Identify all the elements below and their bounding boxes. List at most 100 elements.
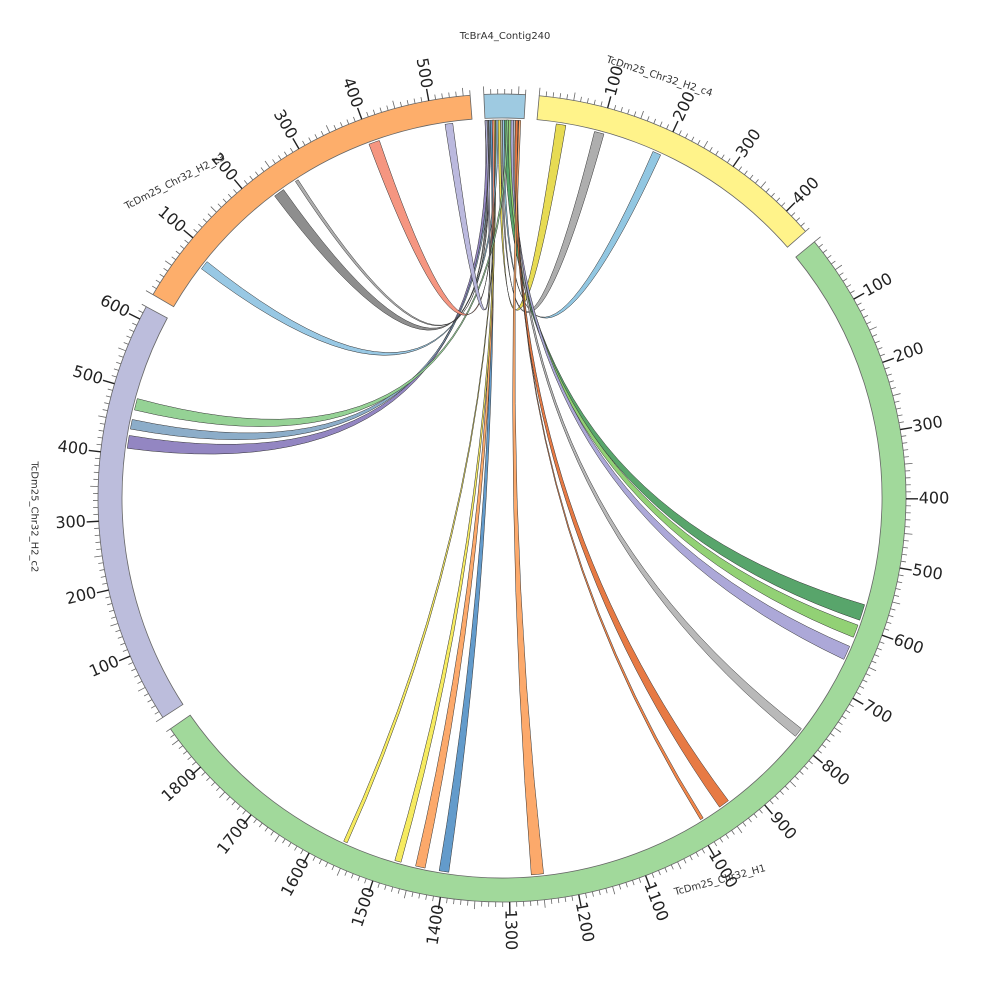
- tick-label: 300: [55, 511, 87, 532]
- minor-tick: [600, 101, 603, 107]
- minor-tick: [260, 167, 265, 172]
- minor-tick: [874, 654, 880, 657]
- major-tick: [356, 107, 363, 120]
- minor-tick: [776, 197, 781, 202]
- minor-tick: [725, 834, 729, 839]
- minor-tick: [264, 160, 270, 168]
- major-tick: [183, 229, 194, 239]
- link-19: [295, 119, 490, 327]
- minor-tick: [781, 202, 786, 207]
- minor-tick: [217, 203, 222, 208]
- minor-tick: [874, 340, 880, 344]
- tick-label: 1300: [501, 909, 521, 950]
- minor-tick: [96, 443, 102, 446]
- minor-tick: [122, 649, 128, 652]
- minor-tick: [670, 864, 674, 870]
- minor-tick: [784, 785, 789, 791]
- minor-tick: [137, 680, 143, 684]
- tick-label: 600: [891, 630, 926, 658]
- minor-tick: [573, 92, 576, 101]
- major-tick: [96, 589, 109, 594]
- major-tick: [881, 634, 894, 640]
- minor-tick: [155, 717, 164, 723]
- minor-tick: [826, 738, 831, 743]
- minor-tick: [731, 830, 735, 835]
- tick-label: 1200: [572, 900, 598, 944]
- minor-tick: [904, 533, 913, 535]
- minor-tick: [868, 666, 877, 672]
- tick-label: 300: [732, 125, 765, 161]
- minor-tick: [598, 890, 601, 896]
- minor-tick: [831, 260, 836, 265]
- minor-tick: [863, 315, 869, 318]
- minor-tick: [178, 745, 184, 750]
- link-13: [343, 119, 497, 844]
- minor-tick: [834, 727, 842, 733]
- minor-tick: [580, 96, 582, 102]
- minor-tick: [397, 888, 400, 894]
- minor-tick: [884, 366, 890, 370]
- minor-tick: [653, 118, 657, 124]
- minor-tick: [618, 884, 622, 890]
- minor-tick: [703, 140, 709, 149]
- minor-tick: [838, 721, 843, 726]
- minor-tick: [888, 380, 894, 383]
- minor-tick: [633, 111, 637, 117]
- minor-tick: [175, 250, 181, 255]
- minor-tick: [379, 107, 382, 113]
- minor-tick: [164, 260, 172, 266]
- minor-tick: [108, 609, 115, 612]
- tick-label: 400: [339, 75, 367, 110]
- tick-label: 1600: [277, 855, 313, 900]
- minor-tick: [411, 891, 414, 898]
- minor-tick: [770, 192, 775, 198]
- major-tick: [243, 814, 252, 825]
- minor-tick: [386, 105, 389, 111]
- minor-tick: [231, 801, 236, 806]
- minor-tick: [187, 756, 192, 761]
- major-tick: [672, 120, 679, 133]
- minor-tick: [902, 546, 908, 549]
- minor-tick: [759, 809, 763, 814]
- major-tick: [852, 697, 864, 705]
- minor-tick: [774, 795, 779, 800]
- minor-tick: [760, 181, 767, 188]
- tick-label: 200: [64, 583, 98, 608]
- minor-tick: [201, 771, 206, 776]
- minor-tick: [98, 562, 104, 564]
- link-8: [516, 120, 704, 821]
- minor-tick: [325, 862, 329, 868]
- tick-label: 1100: [640, 879, 672, 924]
- minor-tick: [206, 776, 211, 781]
- minor-tick: [543, 899, 546, 908]
- minor-tick: [357, 875, 361, 881]
- minor-tick: [460, 899, 462, 905]
- segment-tcdm25_chr32_h2_c4: [536, 95, 807, 248]
- minor-tick: [434, 94, 436, 100]
- minor-tick: [605, 888, 608, 894]
- minor-tick: [219, 791, 226, 799]
- link-12: [394, 119, 497, 863]
- minor-tick: [159, 273, 165, 278]
- major-tick: [86, 520, 99, 523]
- minor-tick: [258, 822, 263, 828]
- minor-tick: [308, 137, 312, 143]
- minor-tick: [249, 175, 254, 181]
- tick-label: 500: [413, 56, 437, 89]
- minor-tick: [613, 105, 617, 111]
- link-21: [444, 120, 491, 311]
- minor-tick: [818, 243, 823, 248]
- minor-tick: [800, 222, 805, 227]
- minor-tick: [856, 691, 861, 695]
- minor-tick: [104, 402, 110, 405]
- major-tick: [785, 202, 796, 212]
- minor-tick: [749, 174, 754, 180]
- minor-tick: [325, 125, 331, 133]
- minor-tick: [233, 189, 238, 194]
- segment-label: TcDm25_Chr32_H2_c3: [122, 152, 227, 213]
- minor-tick: [872, 334, 878, 337]
- minor-tick: [331, 865, 335, 871]
- minor-tick: [151, 285, 157, 290]
- tick-label: 1400: [423, 903, 448, 946]
- minor-tick: [143, 693, 149, 697]
